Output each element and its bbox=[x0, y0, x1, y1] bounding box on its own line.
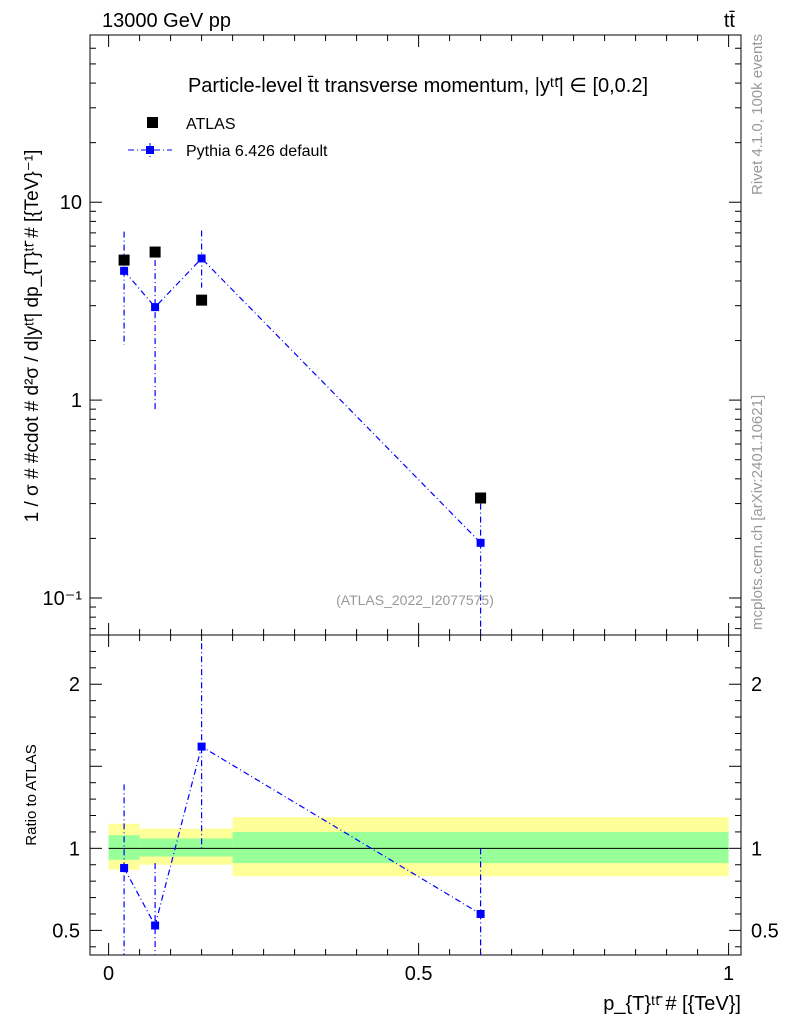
ratio-y-tick-label: 1 bbox=[69, 838, 80, 860]
legend: ATLAS Pythia 6.426 default bbox=[128, 116, 328, 160]
ratio-mc-point bbox=[197, 742, 206, 751]
legend-mc-marker bbox=[146, 146, 154, 154]
plot-title: Particle-level t̄t transverse momentum, … bbox=[188, 75, 648, 97]
ratio-inner-band bbox=[232, 831, 729, 864]
ratio-y-axis-label: Ratio to ATLAS bbox=[23, 744, 40, 845]
ratio-y-tick-label-right: 0.5 bbox=[751, 920, 779, 942]
mc-data-point bbox=[476, 538, 485, 547]
atlas-data-point bbox=[196, 294, 208, 306]
ratio-axis-ticks: 0 0.5 1 0.5 0.5 1 1 2 2 bbox=[52, 635, 779, 985]
main-y-axis-label: 1 / σ # #cdot # d²σ / d|yᵗᵗ̄| dp_{T}ᵗᵗ̄ … bbox=[22, 150, 43, 523]
legend-atlas-marker bbox=[147, 117, 158, 128]
x-tick-label: 1 bbox=[723, 963, 734, 985]
mc-data-point bbox=[151, 303, 160, 312]
x-tick-label: 0 bbox=[103, 963, 114, 985]
ratio-mc-point bbox=[151, 921, 160, 930]
mc-data-point bbox=[197, 254, 206, 263]
mc-data-point bbox=[120, 266, 129, 275]
ratio-y-tick-label: 2 bbox=[69, 674, 80, 696]
atlas-data-point bbox=[149, 246, 161, 258]
header-right-label: tt̄ bbox=[724, 10, 736, 32]
ratio-mc-point bbox=[120, 864, 129, 873]
ratio-plot-panel: 0 0.5 1 0.5 0.5 1 1 2 2 Ratio to ATLAS p_{T}ᵗᵗ̄ … bbox=[23, 634, 779, 1015]
main-y-tick-label: 10 bbox=[60, 192, 82, 214]
x-tick-label: 0.5 bbox=[405, 963, 433, 985]
analysis-label: (ATLAS_2022_I2077575) bbox=[336, 592, 494, 608]
main-data-layer bbox=[118, 230, 487, 635]
header-left-label: 13000 GeV pp bbox=[102, 10, 231, 32]
x-axis-label: p_{T}ᵗᵗ̄ # [{TeV}] bbox=[603, 993, 741, 1015]
legend-mc-label: Pythia 6.426 default bbox=[186, 143, 328, 160]
mc-series-line bbox=[123, 257, 482, 544]
main-y-tick-label: 10⁻¹ bbox=[43, 588, 83, 610]
main-y-tick-label: 1 bbox=[71, 390, 82, 412]
ratio-data-layer bbox=[120, 643, 485, 955]
legend-atlas-label: ATLAS bbox=[186, 116, 236, 133]
rivet-version-label: Rivet 4.1.0, 100k events bbox=[749, 34, 766, 195]
source-label: mcplots.cern.ch [arXiv:2401.10621] bbox=[749, 395, 766, 630]
ratio-mc-point bbox=[476, 909, 485, 918]
main-axis-ticks: 10⁻¹ 1 10 bbox=[43, 34, 741, 635]
ratio-plot-frame bbox=[89, 634, 742, 956]
main-plot-panel: 10⁻¹ 1 10 Particle-level t̄t transverse mo… bbox=[22, 34, 742, 636]
ratio-inner-band bbox=[139, 838, 233, 857]
ratio-y-tick-label: 0.5 bbox=[52, 920, 80, 942]
atlas-data-point bbox=[118, 254, 130, 266]
ratio-y-tick-label-right: 2 bbox=[751, 674, 762, 696]
atlas-data-point bbox=[475, 492, 487, 504]
ratio-y-tick-label-right: 1 bbox=[751, 838, 762, 860]
ratio-mc-line bbox=[123, 745, 481, 928]
